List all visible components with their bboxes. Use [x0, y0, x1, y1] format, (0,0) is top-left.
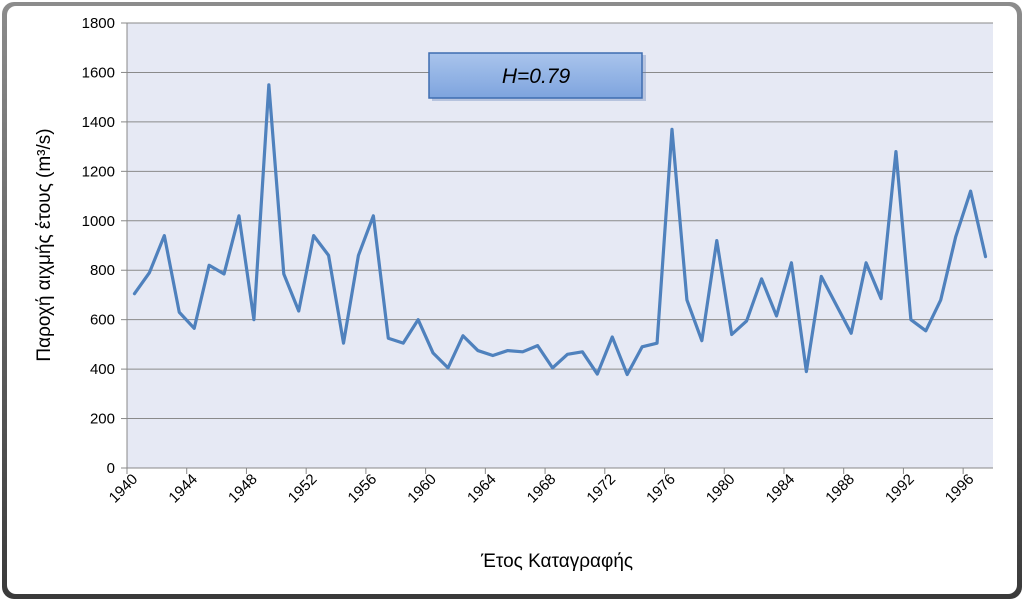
y-tick-label: 1600	[82, 64, 115, 81]
y-tick-label: 200	[90, 411, 115, 428]
marks	[132, 83, 988, 377]
annotation-box	[428, 52, 643, 99]
y-tick-label: 0	[107, 460, 115, 477]
y-tick-label: 1400	[82, 114, 115, 131]
y-tick-label: 800	[90, 262, 115, 279]
y-tick-label: 1200	[82, 163, 115, 180]
y-tick-label: 1800	[82, 15, 115, 32]
x-axis-title: Έτος Καταγραφής	[480, 551, 633, 572]
y-axis-title: Παροχή αιχμής έτους (m³/s)	[34, 128, 55, 361]
y-tick-label: 400	[90, 361, 115, 378]
annotation: H=0.79	[502, 65, 571, 88]
data-line	[132, 83, 988, 377]
y-tick-label: 1000	[82, 213, 115, 230]
y-tick-label: 600	[90, 312, 115, 329]
